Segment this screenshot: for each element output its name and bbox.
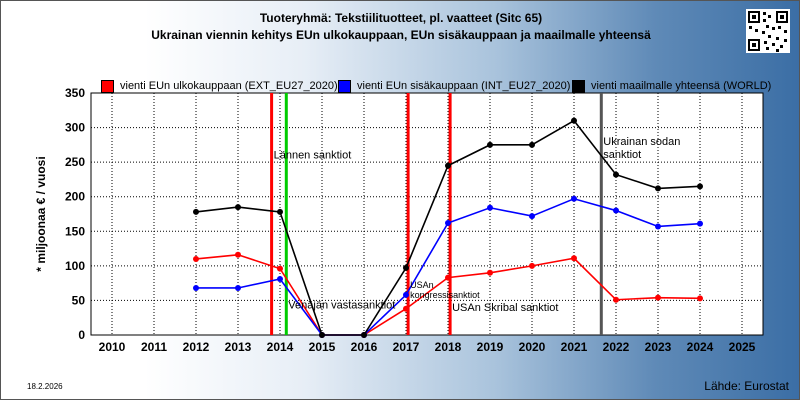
event-annotation-label: USAn kongressisanktiot <box>410 280 480 300</box>
y-tick-label: 0 <box>78 328 85 342</box>
footer-source: Lähde: Eurostat <box>704 379 789 393</box>
x-tick-label: 2016 <box>351 340 378 354</box>
event-annotation-label: Lännen sanktiot <box>274 150 352 162</box>
data-point <box>697 295 703 302</box>
legend-label-int: vienti EUn sisäkauppaan (INT_EU27_2020) <box>357 80 571 92</box>
data-point <box>487 141 493 148</box>
data-point <box>655 294 661 301</box>
x-tick-label: 2022 <box>603 340 630 354</box>
legend-label-world: vienti maailmalle yhteensä (WORLD) <box>591 80 772 92</box>
data-point <box>529 141 535 148</box>
data-point <box>571 117 577 124</box>
legend-swatch-red <box>101 79 114 93</box>
data-point <box>403 264 409 271</box>
y-tick-label: 100 <box>65 259 85 273</box>
data-point <box>655 223 661 230</box>
legend-swatch-blue <box>338 79 351 93</box>
event-annotation-label: Ukrainan sodan sanktiot <box>603 136 680 161</box>
x-tick-label: 2011 <box>141 340 167 354</box>
y-tick-label: 50 <box>72 293 86 307</box>
legend-item-ext: vienti EUn ulkokauppaan (EXT_EU27_2020) <box>101 78 338 94</box>
data-point <box>529 262 535 269</box>
x-tick-label: 2023 <box>645 340 672 354</box>
x-tick-label: 2012 <box>183 340 210 354</box>
x-tick-label: 2014 <box>267 340 294 354</box>
x-tick-label: 2024 <box>687 340 714 354</box>
data-point <box>445 162 451 169</box>
data-point <box>571 195 577 202</box>
y-axis-label: * miljoonaa € / vuosi <box>34 156 48 271</box>
data-point <box>487 204 493 211</box>
qr-code-icon <box>746 9 790 53</box>
legend-label-ext: vienti EUn ulkokauppaan (EXT_EU27_2020) <box>120 80 338 92</box>
data-point <box>361 332 367 338</box>
x-tick-label: 2010 <box>99 340 126 354</box>
data-point <box>613 207 619 214</box>
data-point <box>403 291 409 298</box>
plot-area <box>90 92 764 336</box>
data-point <box>193 255 199 262</box>
x-tick-label: 2013 <box>225 340 252 354</box>
legend-swatch-black <box>572 79 585 93</box>
data-point <box>277 265 283 272</box>
event-annotation-label: Venäjän vastasanktiot <box>288 300 395 312</box>
data-point <box>193 284 199 291</box>
data-point <box>613 171 619 178</box>
data-point <box>193 208 199 215</box>
data-point <box>571 255 577 262</box>
data-point <box>655 185 661 192</box>
x-tick-label: 2018 <box>435 340 462 354</box>
y-tick-label: 300 <box>65 121 85 135</box>
chart-title: Tuoteryhmä: Tekstiilituotteet, pl. vaatt… <box>259 11 543 25</box>
event-annotation-label: USAn Skribal sanktiot <box>452 302 558 314</box>
x-tick-label: 2019 <box>477 340 504 354</box>
data-point <box>235 284 241 291</box>
data-point <box>487 269 493 276</box>
data-point <box>319 332 325 338</box>
data-point <box>277 275 283 282</box>
x-tick-label: 2020 <box>519 340 546 354</box>
data-point <box>403 305 409 312</box>
data-point <box>697 220 703 227</box>
chart-subtitle: Ukrainan viennin kehitys EUn ulkokauppaa… <box>151 28 651 42</box>
data-point <box>235 251 241 258</box>
footer-date: 18.2.2026 <box>27 382 63 391</box>
x-tick-label: 2017 <box>393 340 420 354</box>
x-tick-label: 2021 <box>561 340 588 354</box>
data-point <box>445 219 451 226</box>
data-point <box>277 208 283 215</box>
data-point <box>235 204 241 211</box>
data-point <box>697 183 703 190</box>
y-tick-label: 150 <box>65 224 85 238</box>
legend-item-world: vienti maailmalle yhteensä (WORLD) <box>572 78 771 94</box>
data-point <box>445 274 451 281</box>
x-tick-label: 2025 <box>729 340 756 354</box>
y-tick-label: 350 <box>65 86 85 100</box>
data-point <box>529 213 535 220</box>
data-point <box>613 296 619 303</box>
y-tick-label: 200 <box>65 190 85 204</box>
legend-item-int: vienti EUn sisäkauppaan (INT_EU27_2020) <box>338 78 570 94</box>
x-tick-label: 2015 <box>309 340 336 354</box>
y-tick-label: 250 <box>65 155 85 169</box>
